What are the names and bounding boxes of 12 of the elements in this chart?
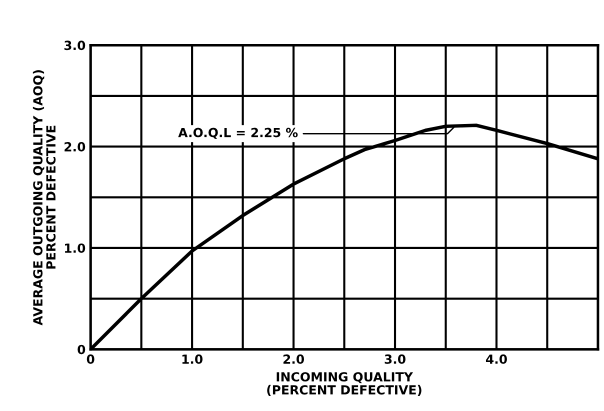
annotation: A.O.Q.L = 2.25 % (178, 128, 298, 139)
y-tick-label: 1.0 (65, 243, 86, 253)
x-tick-label: 4.0 (486, 354, 507, 364)
x-axis-title: INCOMING QUALITY (PERCENT DEFECTIVE) (267, 372, 422, 396)
x-tick-label: 1.0 (182, 354, 203, 364)
x-tick-label: 3.0 (384, 354, 406, 364)
y-tick-label: 2.0 (64, 142, 86, 152)
y-axis-title: AVERAGE OUTGOING QUALITY (AOQ) PERCENT DEFECTIVE (32, 70, 56, 326)
y-tick-label: 3.0 (64, 40, 86, 50)
y-tick-label: 0 (78, 344, 86, 354)
x-tick-label: 0 (86, 354, 94, 364)
x-tick-label: 2.0 (283, 354, 304, 364)
